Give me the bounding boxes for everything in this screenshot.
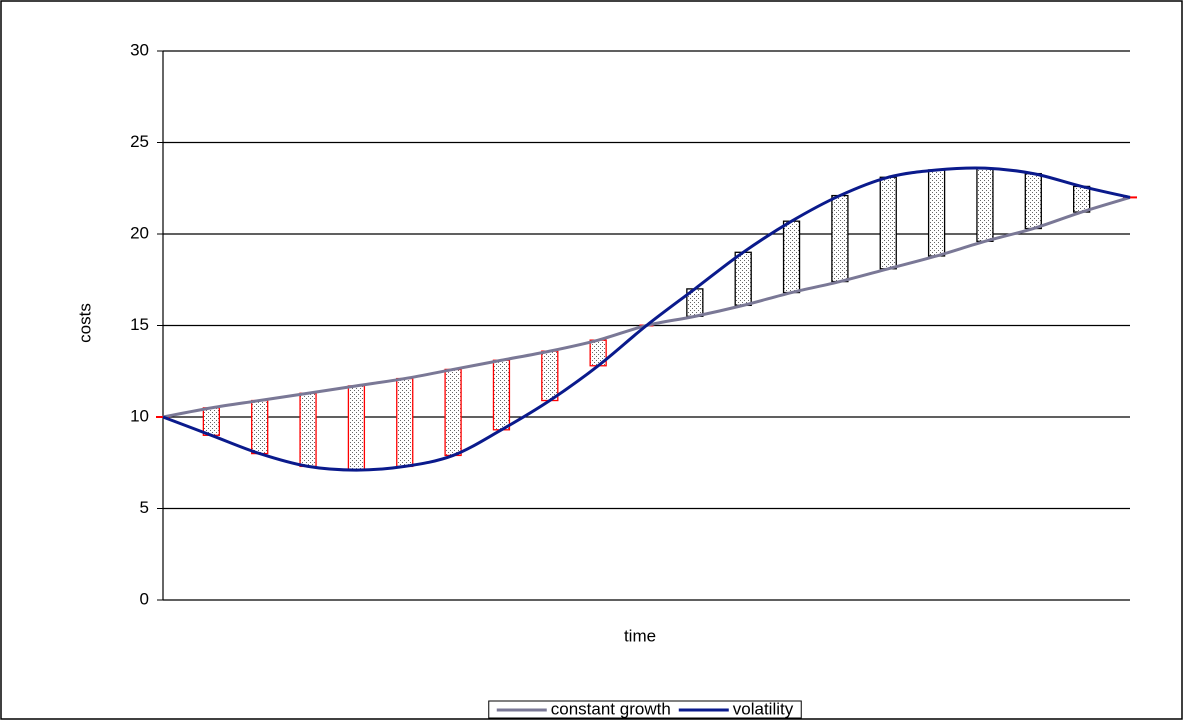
legend-box xyxy=(488,700,802,719)
series-line xyxy=(162,166,1131,472)
legend-label: volatility xyxy=(733,699,794,718)
y-tick-label: 25 xyxy=(130,132,149,151)
difference-bar xyxy=(734,251,752,307)
difference-bar xyxy=(1024,172,1042,230)
y-tick-label: 0 xyxy=(140,589,149,608)
difference-bar xyxy=(879,176,897,270)
legend: constant growth volatility xyxy=(488,699,802,719)
difference-bar xyxy=(831,194,849,283)
x-axis-label: time xyxy=(624,626,656,645)
difference-bar xyxy=(202,407,221,436)
difference-bar xyxy=(541,350,559,402)
difference-bar xyxy=(976,167,994,242)
difference-bar xyxy=(492,359,511,431)
y-tick-label: 30 xyxy=(130,40,149,59)
difference-bar xyxy=(927,169,946,257)
legend-label: constant growth xyxy=(551,699,671,718)
y-tick-label: 10 xyxy=(130,406,149,425)
y-tick-label: 20 xyxy=(130,223,149,242)
y-tick-label: 15 xyxy=(130,315,149,334)
difference-bar xyxy=(347,385,366,471)
difference-bar xyxy=(1073,185,1091,213)
difference-bar xyxy=(396,377,414,468)
difference-bar xyxy=(299,392,317,468)
difference-bar xyxy=(782,220,801,294)
y-tick-label: 5 xyxy=(140,498,149,517)
difference-bar xyxy=(251,399,269,455)
y-axis-label: costs xyxy=(75,303,94,343)
difference-bar xyxy=(444,368,462,457)
